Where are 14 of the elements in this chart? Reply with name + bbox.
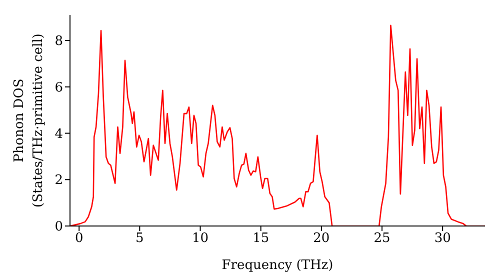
x-tick-label: 10 xyxy=(192,231,209,246)
x-tick-label: 15 xyxy=(252,231,270,246)
y-tick-label: 4 xyxy=(54,126,63,142)
x-tick-label: 20 xyxy=(313,231,330,246)
y-tick-label: 6 xyxy=(54,80,63,96)
x-tick-label: 5 xyxy=(136,231,144,246)
y-tick-label: 2 xyxy=(54,173,63,188)
x-tick-label: 0 xyxy=(74,231,84,246)
x-axis-title: Frequency (THz) xyxy=(222,258,334,274)
x-tick-label: 25 xyxy=(374,231,390,246)
x-tick-label: 30 xyxy=(434,231,451,246)
y-tick-label: 0 xyxy=(54,220,63,235)
y-tick-label: 8 xyxy=(54,34,63,50)
y-axis-title: Phonon DOS (States/THz·primitive cell) xyxy=(12,33,46,208)
